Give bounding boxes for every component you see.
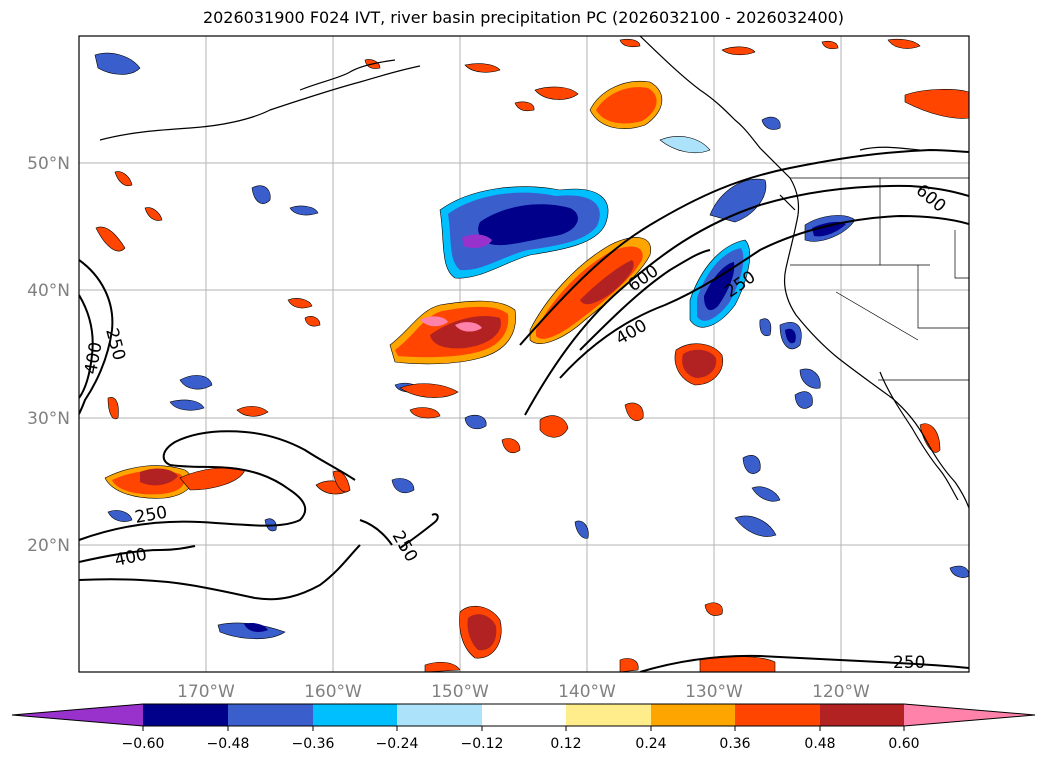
lon-axis: 170°W 160°W 150°W 140°W 130°W 120°W <box>177 682 870 702</box>
lon-label-160w: 160°W <box>304 682 362 702</box>
colorbar-segment <box>566 704 651 726</box>
colorbar-tick-label: 0.24 <box>635 736 666 752</box>
blob-pos-central <box>389 300 516 365</box>
colorbar-extend-high <box>904 704 1035 726</box>
blob-neg-ar-core <box>689 239 751 328</box>
lon-label-120w: 120°W <box>812 682 870 702</box>
coastlines <box>99 36 969 509</box>
colorbar-tick-label: −0.36 <box>292 736 335 752</box>
colorbar-tick-label: −0.12 <box>461 736 504 752</box>
colorbar-ticks <box>142 726 905 731</box>
lat-label-40n: 40°N <box>27 281 70 301</box>
colorbar-segment <box>143 704 228 726</box>
negative-pc-regions <box>94 52 969 640</box>
borders <box>790 177 969 381</box>
colorbar-tick-label: −0.60 <box>122 736 165 752</box>
lon-label-150w: 150°W <box>431 682 489 702</box>
colorbar-extend-low <box>12 704 143 726</box>
map-frame <box>78 35 970 673</box>
map-title: 2026031900 F024 IVT, river basin precipi… <box>202 8 845 27</box>
contour-label: 250 <box>893 653 925 673</box>
lon-label-130w: 130°W <box>685 682 743 702</box>
lon-label-140w: 140°W <box>558 682 616 702</box>
colorbar-tick-label: −0.48 <box>207 736 250 752</box>
lat-label-20n: 20°N <box>27 536 70 556</box>
colorbar-segment <box>651 704 735 726</box>
colorbar-tick-label: 0.48 <box>804 736 835 752</box>
colorbar-tick-label: 0.12 <box>550 736 581 752</box>
colorbar-tick-label: 0.36 <box>719 736 750 752</box>
ivt-contours <box>79 148 969 672</box>
blob-pos-ne-pacific <box>589 80 663 129</box>
lat-axis: 50°N 40°N 30°N 20°N <box>27 154 70 556</box>
lat-label-50n: 50°N <box>27 154 70 174</box>
blob-neg-ne-1 <box>709 178 767 223</box>
colorbar-tick-label: −0.24 <box>376 736 419 752</box>
colorbar-segment <box>735 704 820 726</box>
lat-label-30n: 30°N <box>27 409 70 429</box>
positive-pc-regions <box>95 38 969 672</box>
blob-pos-ar-band <box>529 237 652 344</box>
colorbar-segment <box>228 704 313 726</box>
blob-neg-north-pacific-main <box>439 186 609 279</box>
colorbar-segment <box>313 704 397 726</box>
colorbar-tick-label: 0.60 <box>888 736 919 752</box>
colorbar-segment <box>397 704 482 726</box>
colorbar-segment <box>482 704 566 726</box>
colorbar-segment <box>820 704 904 726</box>
lon-label-170w: 170°W <box>177 682 235 702</box>
map-panel <box>79 36 969 672</box>
blob-neg-nw <box>94 52 141 75</box>
colorbar: −0.60 −0.48 −0.36 −0.24 −0.12 0.12 0.24 … <box>11 703 1036 752</box>
